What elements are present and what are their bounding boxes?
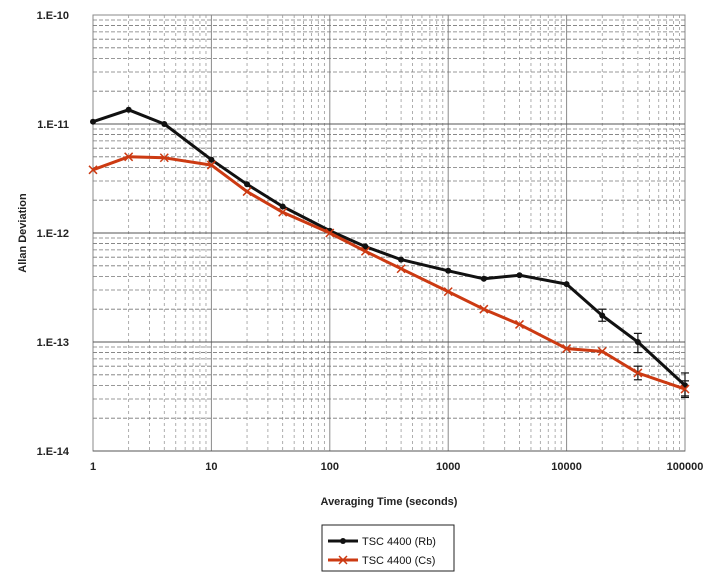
series-line-cs — [92, 155, 686, 391]
series-cs — [88, 152, 690, 399]
data-point-rb — [563, 281, 570, 288]
x-tick-labels: 1 10 100 1000 10000 100000 — [90, 461, 703, 473]
x-axis-title: Averaging Time (seconds) — [321, 496, 458, 508]
legend-label-cs: TSC 4400 (Cs) — [362, 555, 435, 567]
grid-lines — [92, 15, 685, 452]
y-tick-label: 1.E-13 — [37, 337, 69, 349]
x-tick-label: 10 — [205, 461, 217, 473]
legend-swatch-rb-marker — [340, 538, 346, 544]
data-point-rb — [90, 118, 96, 125]
data-point-rb — [634, 339, 641, 345]
data-point-rb — [445, 267, 452, 274]
legend: TSC 4400 (Rb) TSC 4400 (Cs) — [321, 524, 455, 572]
data-point-rb — [125, 106, 132, 113]
y-tick-label: 1.E-14 — [37, 446, 70, 458]
data-point-cs — [88, 165, 98, 175]
data-point-cs — [278, 207, 288, 217]
data-point-cs — [562, 344, 572, 354]
data-point-cs — [159, 153, 169, 163]
legend-label-rb: TSC 4400 (Rb) — [362, 536, 436, 548]
data-point-cs — [597, 346, 607, 356]
data-point-cs — [479, 304, 489, 314]
data-point-rb — [516, 272, 523, 279]
data-point-rb — [279, 203, 286, 210]
x-tick-label: 100000 — [667, 461, 704, 473]
data-point-cs — [443, 287, 453, 297]
data-point-rb — [208, 156, 215, 163]
series-line-rb — [92, 108, 687, 387]
data-point-rb — [244, 181, 251, 188]
data-point-cs — [206, 160, 216, 170]
legend-swatch-cs-marker — [338, 555, 348, 565]
data-point-rb — [161, 121, 168, 127]
y-tick-label: 1.E-10 — [37, 10, 69, 22]
data-point-cs — [396, 264, 406, 274]
data-point-rb — [599, 312, 606, 319]
series-rb — [90, 106, 689, 397]
data-point-cs — [124, 152, 134, 162]
data-point-cs — [242, 187, 252, 197]
series-layer — [88, 106, 690, 399]
x-tick-label: 1 — [90, 461, 96, 473]
data-point-rb — [398, 256, 405, 263]
x-tick-label: 100 — [321, 461, 339, 473]
data-point-cs — [325, 228, 335, 238]
legend-box — [321, 524, 455, 572]
data-point-cs — [514, 319, 525, 329]
y-tick-label: 1.E-11 — [37, 119, 69, 131]
data-point-rb — [362, 243, 369, 250]
data-point-cs — [680, 384, 690, 394]
data-point-rb — [480, 275, 487, 282]
data-point-cs — [360, 246, 370, 256]
y-axis-title: Allan Deviation — [17, 193, 29, 273]
data-point-cs — [633, 368, 643, 378]
x-tick-label: 1000 — [436, 461, 460, 473]
y-tick-label: 1.E-12 — [37, 228, 69, 240]
y-tick-labels: 1.E-10 1.E-11 1.E-12 1.E-13 1.E-14 — [37, 10, 70, 458]
x-tick-label: 10000 — [551, 461, 582, 473]
